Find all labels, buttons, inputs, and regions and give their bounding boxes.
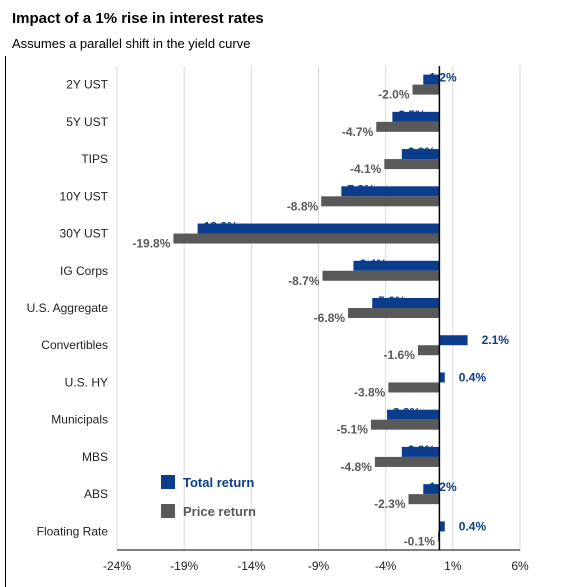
bar-total-return (353, 260, 440, 271)
x-tick-label: 1% (444, 559, 462, 573)
label-total-return: -3.9% (389, 406, 421, 420)
category-label: 5Y UST (66, 115, 108, 129)
chart-subtitle: Assumes a parallel shift in the yield cu… (12, 36, 251, 51)
bar-total-return (401, 446, 440, 457)
label-price-return: -8.7% (288, 274, 320, 288)
bars (173, 74, 468, 542)
bar-total-return (341, 186, 440, 197)
bar-total-return (401, 149, 440, 160)
x-tick-label: -24% (103, 559, 131, 573)
label-price-return: -19.8% (132, 237, 170, 251)
x-tick-label: -19% (170, 559, 198, 573)
chart-title: Impact of a 1% rise in interest rates (12, 10, 264, 27)
bar-price-return (376, 121, 440, 132)
bar-price-return (417, 345, 440, 356)
bar-total-return (423, 74, 440, 85)
label-total-return: -18.0% (200, 220, 238, 234)
bar-total-return (387, 409, 440, 420)
bar-total-return (423, 484, 440, 495)
bar-total-return (439, 335, 468, 346)
x-tick-label: -14% (237, 559, 265, 573)
axes: -24% -19% -14% -9% -4% 1% 6% 2Y UST 5Y UST TIPS 10… (27, 66, 529, 573)
bar-total-return (392, 111, 440, 122)
bar-total-return (439, 521, 445, 532)
category-label: ABS (84, 487, 108, 501)
bar-total-return (197, 223, 440, 234)
category-label: U.S. HY (65, 375, 108, 389)
left-border-rule (5, 56, 6, 587)
category-label: U.S. Aggregate (27, 301, 109, 315)
category-label: TIPS (81, 152, 108, 166)
bar-price-return (370, 419, 440, 430)
label-total-return: -3.5% (394, 108, 426, 122)
category-label: Floating Rate (37, 524, 109, 538)
label-total-return: -6.4% (355, 257, 387, 271)
label-total-return: 2.1% (482, 333, 510, 347)
category-label: IG Corps (60, 264, 108, 278)
legend: Total return Price return (161, 475, 256, 519)
legend-label: Price return (183, 504, 256, 519)
bar-price-return (322, 270, 440, 281)
legend-swatch (161, 475, 175, 489)
label-total-return: -1.2% (425, 480, 457, 494)
bar-price-return (321, 196, 440, 207)
category-label: 30Y UST (60, 227, 109, 241)
bar-total-return (372, 298, 440, 308)
bar-price-return (408, 494, 440, 505)
x-tick-label: 6% (511, 559, 529, 573)
label-total-return: -2.8% (404, 443, 436, 457)
bar-price-return (374, 456, 440, 467)
label-price-return: -4.7% (342, 125, 374, 139)
legend-label: Total return (183, 475, 254, 490)
category-label: Municipals (51, 413, 108, 427)
legend-swatch (161, 504, 175, 518)
category-label: 2Y UST (66, 78, 108, 92)
bar-price-return (388, 382, 440, 393)
label-price-return: -6.8% (314, 311, 346, 325)
bar-price-return (412, 84, 440, 95)
gridlines (116, 66, 521, 550)
bar-total-return (439, 372, 445, 383)
label-total-return: 0.4% (459, 370, 487, 384)
label-price-return: -4.8% (341, 460, 373, 474)
label-price-return: -1.6% (384, 348, 416, 362)
x-tick-label: -4% (375, 559, 397, 573)
bar-price-return (173, 233, 440, 244)
label-price-return: -2.3% (374, 497, 406, 511)
category-label: 10Y UST (60, 189, 109, 203)
x-tick-label: -9% (308, 559, 330, 573)
label-total-return: -2.8% (404, 145, 436, 159)
label-price-return: -8.8% (287, 199, 319, 213)
label-total-return: -1.2% (425, 71, 457, 85)
data-labels: -1.2% -2.0% -3.5% -4.7% -2.8% -4.1% -7.3% -8.8%… (132, 71, 509, 549)
label-price-return: -3.8% (354, 385, 386, 399)
label-price-return: -0.1% (404, 534, 436, 548)
label-price-return: -4.1% (350, 162, 382, 176)
label-total-return: -7.3% (343, 182, 375, 196)
category-label: Convertibles (41, 338, 108, 352)
label-total-return: -5.0% (374, 294, 406, 308)
bar-price-return (348, 308, 440, 318)
label-price-return: -5.1% (337, 423, 369, 437)
bar-price-return (384, 159, 440, 170)
label-price-return: -2.0% (378, 88, 410, 102)
label-total-return: 0.4% (459, 519, 487, 533)
category-label: MBS (82, 450, 108, 464)
